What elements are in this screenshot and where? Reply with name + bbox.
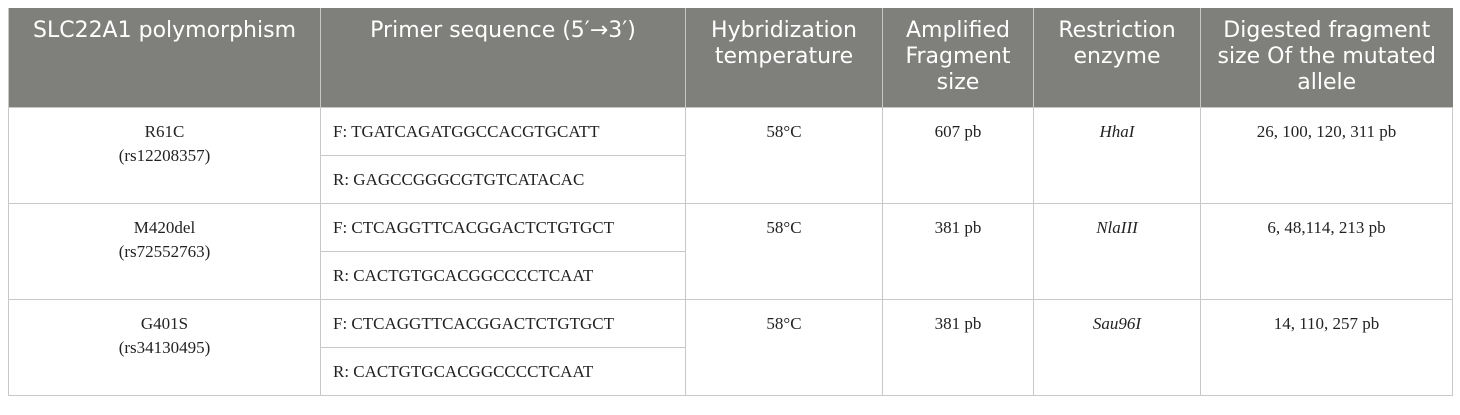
polymorphism-cell: R61C (rs12208357): [8, 106, 321, 204]
polymorphism-cell: M420del (rs72552763): [8, 202, 321, 300]
row: R61C (rs12208357) F: TGATCAGATGGCCACGTGCAT…: [8, 106, 1453, 204]
header-row: SLC22A1 polymorphism Primer sequence (5′→…: [8, 8, 1453, 107]
primer-table: SLC22A1 polymorphism Primer sequence (5′→…: [8, 8, 1453, 396]
size: 381 pb: [882, 298, 1034, 396]
polymorphism: R61C: [144, 121, 185, 141]
enzyme: Sau96I: [1033, 298, 1201, 396]
row: R: CACTGTGCACGGCCCCTCAAT: [9, 250, 1453, 300]
fragments: 6, 48,114, 213 pb: [1200, 202, 1453, 300]
header-cell: Restriction enzyme: [1033, 8, 1201, 107]
rsid: (rs34130495): [118, 337, 211, 357]
primer: F: CTCAGGTTCACGGACTCTGTGCT: [320, 202, 686, 252]
rsid: (rs12208357): [118, 145, 211, 165]
polymorphism: G401S: [140, 313, 189, 333]
header-cell: SLC22A1 polymorphism: [8, 8, 321, 107]
size: 381 pb: [882, 202, 1034, 300]
header-cell: Digested fragment size Of the mutated al…: [1200, 8, 1453, 107]
temperature: 58°C: [685, 202, 883, 300]
primer: R: CACTGTGCACGGCCCCTCAAT: [320, 250, 686, 300]
enzyme: NlaIII: [1033, 202, 1201, 300]
enzyme: HhaI: [1033, 106, 1201, 204]
primer: R: GAGCCGGGCGTGTCATACAC: [320, 154, 686, 204]
fragments: 14, 110, 257 pb: [1200, 298, 1453, 396]
header-cell: Amplified Fragment size: [882, 8, 1034, 107]
polymorphism: M420del: [133, 217, 196, 237]
header-cell: Hybridization temperature: [685, 8, 883, 107]
size: 607 pb: [882, 106, 1034, 204]
rsid: (rs72552763): [118, 241, 211, 261]
row: R: CACTGTGCACGGCCCCTCAAT: [9, 346, 1453, 396]
row: R: GAGCCGGGCGTGTCATACAC: [9, 154, 1453, 204]
table-body: R61C (rs12208357) F: TGATCAGATGGCCACGTGCAT…: [8, 106, 1453, 396]
primer: F: CTCAGGTTCACGGACTCTGTGCT: [320, 298, 686, 348]
fragments: 26, 100, 120, 311 pb: [1200, 106, 1453, 204]
primer: F: TGATCAGATGGCCACGTGCATT: [320, 106, 686, 156]
temperature: 58°C: [685, 106, 883, 204]
temperature: 58°C: [685, 298, 883, 396]
primer: R: CACTGTGCACGGCCCCTCAAT: [320, 346, 686, 396]
row: G401S (rs34130495) F: CTCAGGTTCACGGACTCTGT…: [8, 298, 1453, 396]
polymorphism-cell: G401S (rs34130495): [8, 298, 321, 396]
row: M420del (rs72552763) F: CTCAGGTTCACGGACTCT…: [8, 202, 1453, 300]
header-cell: Primer sequence (5′→3′): [320, 8, 686, 107]
